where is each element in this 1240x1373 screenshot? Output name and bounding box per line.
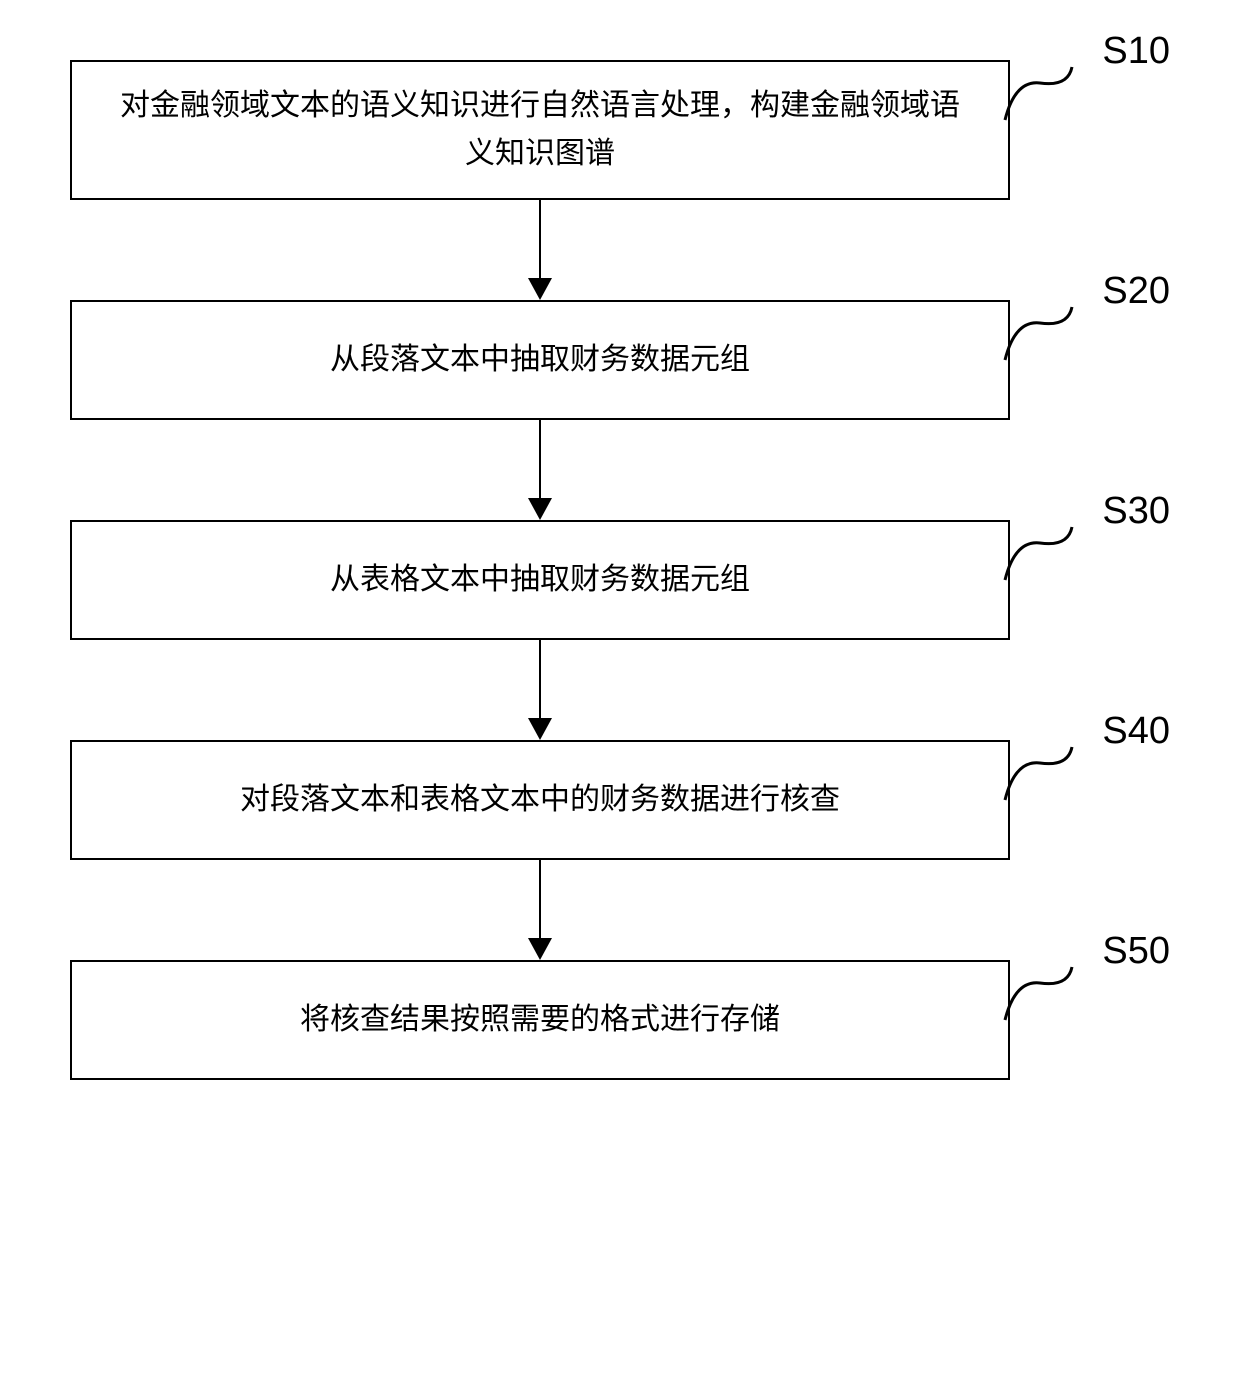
arrow-2: [70, 420, 1010, 520]
step-box-s10: 对金融领域文本的语义知识进行自然语言处理，构建金融领域语义知识图谱: [70, 60, 1010, 200]
step-row-s30: S30 从表格文本中抽取财务数据元组: [50, 520, 1190, 640]
step-row-s50: S50 将核查结果按照需要的格式进行存储: [50, 960, 1190, 1080]
step-text-s10: 对金融领域文本的语义知识进行自然语言处理，构建金融领域语义知识图谱: [112, 82, 968, 178]
arrow-3: [70, 640, 1010, 740]
callout-curve-s20: [1000, 305, 1080, 365]
step-box-s20: 从段落文本中抽取财务数据元组: [70, 300, 1010, 420]
callout-curve-s50: [1000, 965, 1080, 1025]
callout-curve-s30: [1000, 525, 1080, 585]
step-label-s50: S50: [1102, 930, 1170, 973]
step-row-s10: S10 对金融领域文本的语义知识进行自然语言处理，构建金融领域语义知识图谱: [50, 60, 1190, 200]
step-row-s40: S40 对段落文本和表格文本中的财务数据进行核查: [50, 740, 1190, 860]
step-text-s30: 从表格文本中抽取财务数据元组: [330, 556, 750, 604]
step-row-s20: S20 从段落文本中抽取财务数据元组: [50, 300, 1190, 420]
step-box-s50: 将核查结果按照需要的格式进行存储: [70, 960, 1010, 1080]
callout-curve-s10: [1000, 65, 1080, 125]
step-box-s40: 对段落文本和表格文本中的财务数据进行核查: [70, 740, 1010, 860]
step-text-s20: 从段落文本中抽取财务数据元组: [330, 336, 750, 384]
step-box-s30: 从表格文本中抽取财务数据元组: [70, 520, 1010, 640]
arrow-4: [70, 860, 1010, 960]
flowchart-container: S10 对金融领域文本的语义知识进行自然语言处理，构建金融领域语义知识图谱 S2…: [50, 60, 1190, 1080]
step-label-s20: S20: [1102, 270, 1170, 313]
step-label-s40: S40: [1102, 710, 1170, 753]
step-text-s40: 对段落文本和表格文本中的财务数据进行核查: [240, 776, 840, 824]
step-label-s10: S10: [1102, 30, 1170, 73]
callout-curve-s40: [1000, 745, 1080, 805]
arrow-1: [70, 200, 1010, 300]
step-text-s50: 将核查结果按照需要的格式进行存储: [300, 996, 780, 1044]
step-label-s30: S30: [1102, 490, 1170, 533]
